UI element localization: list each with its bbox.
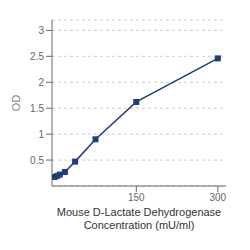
svg-text:1: 1 bbox=[38, 129, 44, 140]
svg-text:2: 2 bbox=[38, 77, 44, 88]
svg-text:3: 3 bbox=[38, 25, 44, 36]
svg-text:0.5: 0.5 bbox=[30, 155, 44, 166]
svg-text:300: 300 bbox=[210, 192, 227, 203]
svg-text:2.5: 2.5 bbox=[30, 51, 44, 62]
svg-text:150: 150 bbox=[128, 192, 145, 203]
svg-text:Mouse D-Lactate DehydrogenaseC: Mouse D-Lactate DehydrogenaseConcentrati… bbox=[57, 206, 221, 231]
svg-text:1.5: 1.5 bbox=[30, 103, 44, 114]
svg-text:OD: OD bbox=[10, 95, 22, 112]
